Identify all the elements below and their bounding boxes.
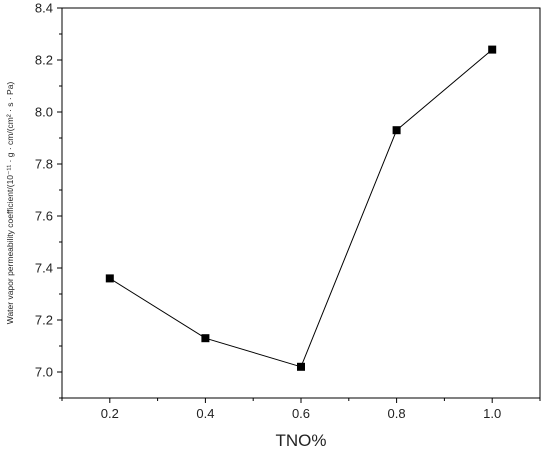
y-axis-ticks: 7.0 7.2 7.4 7.6 7.8 8.0 8.2 8.4 [35,1,62,399]
data-point-marker [297,362,305,371]
x-tick-label: 0.4 [196,406,214,421]
x-tick-label: 1.0 [483,406,501,421]
x-tick-label: 0.2 [101,406,119,421]
y-tick-label: 7.0 [35,365,53,380]
data-point-marker [392,126,401,135]
plot-frame [61,7,541,399]
y-axis-title: Water vapor permeability coefficient/(10… [5,82,15,325]
series-layer [105,45,497,371]
x-tick-label: 0.8 [388,406,406,421]
x-axis-ticks: 0.2 0.4 0.6 0.8 1.0 [61,398,541,421]
y-tick-label: 7.2 [35,313,53,328]
y-tick-label: 8.4 [35,1,53,16]
y-tick-label: 7.6 [35,209,53,224]
x-axis-title: TNO% [276,431,327,450]
y-tick-label: 8.0 [35,105,53,120]
x-tick-label: 0.6 [292,406,310,421]
series-line [109,49,493,368]
plot-border [61,7,541,399]
data-point-marker [488,45,497,54]
data-point-marker [105,274,114,283]
y-tick-label: 7.4 [35,261,53,276]
y-tick-label: 8.2 [35,53,53,68]
y-tick-label: 7.8 [35,157,53,172]
data-point-marker [201,334,210,343]
